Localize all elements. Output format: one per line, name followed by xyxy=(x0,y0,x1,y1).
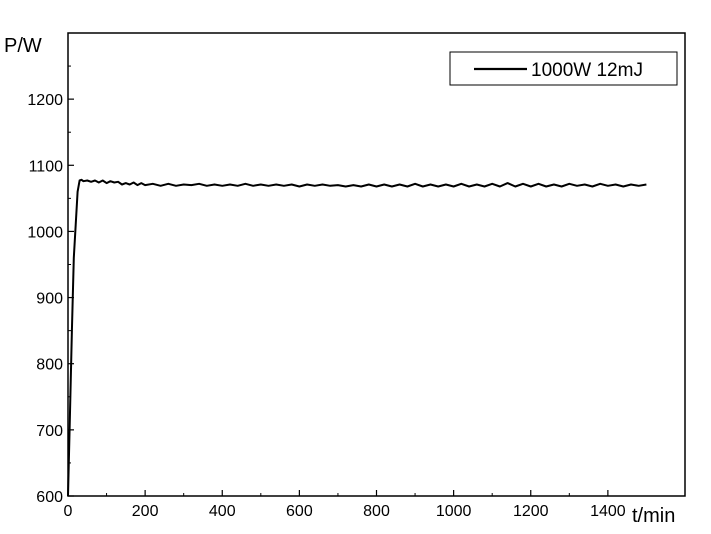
y-tick-label: 700 xyxy=(36,423,63,440)
y-tick-label: 600 xyxy=(36,489,63,506)
y-axis-title: P/W xyxy=(4,35,42,57)
x-axis-ticks: 0 200 400 600 800 1000 1200 1400 xyxy=(64,490,626,520)
x-tick-label: 800 xyxy=(363,503,390,520)
x-tick-label: 200 xyxy=(132,503,159,520)
y-tick-label: 900 xyxy=(36,291,63,308)
y-tick-label: 800 xyxy=(36,357,63,374)
legend-label: 1000W 12mJ xyxy=(531,60,643,81)
y-tick-label: 1100 xyxy=(29,158,64,175)
y-tick-label: 1000 xyxy=(27,224,63,241)
x-tick-label: 1200 xyxy=(513,503,549,520)
series-line xyxy=(67,178,647,497)
x-tick-label: 1000 xyxy=(436,503,472,520)
x-tick-label: 600 xyxy=(286,503,313,520)
x-tick-label: 400 xyxy=(209,503,236,520)
x-axis-title: t/min xyxy=(632,505,675,527)
plot-frame xyxy=(67,32,686,497)
legend: 1000W 12mJ xyxy=(449,51,678,86)
series-lines xyxy=(67,178,647,497)
y-tick-label: 1200 xyxy=(27,92,63,109)
y-axis-ticks: 600 700 800 900 1000 1100 1200 xyxy=(27,65,74,506)
x-tick-label: 0 xyxy=(64,503,73,520)
x-tick-label: 1400 xyxy=(590,503,626,520)
